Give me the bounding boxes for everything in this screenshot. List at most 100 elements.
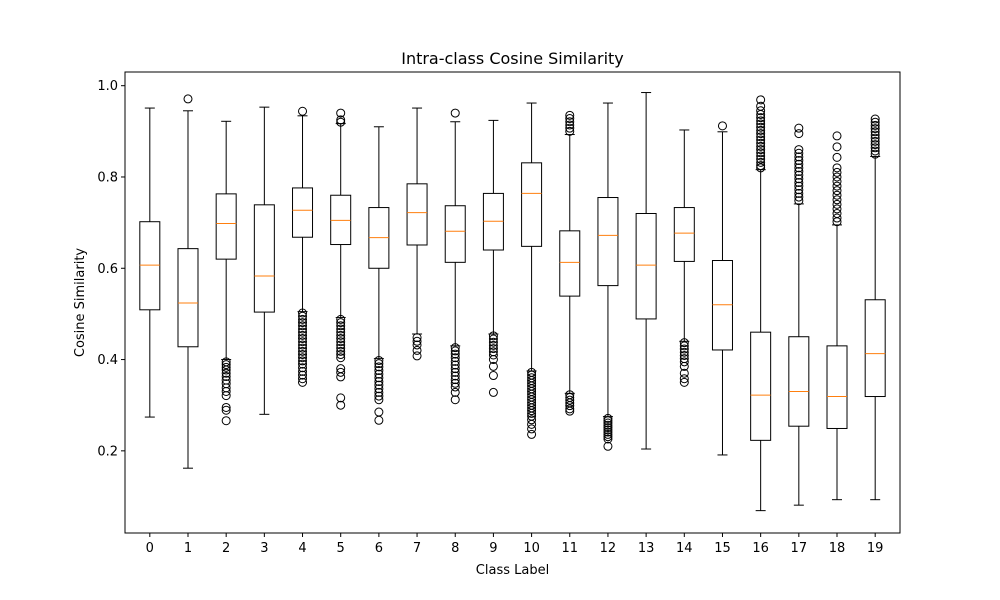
- y-tick-label: 0.2: [97, 444, 118, 459]
- outlier-point: [298, 106, 308, 116]
- outlier-point: [183, 94, 193, 104]
- outlier-point: [603, 413, 613, 423]
- outlier-point: [336, 372, 346, 382]
- outlier-point: [679, 361, 689, 371]
- outlier-point: [794, 156, 804, 166]
- x-tick-label: 1: [184, 541, 192, 556]
- outlier-point: [832, 172, 842, 182]
- outlier-point: [565, 123, 575, 133]
- iqr-box: [292, 187, 314, 238]
- outlier-point: [832, 199, 842, 209]
- outlier-point: [603, 429, 613, 439]
- outlier-point: [603, 416, 613, 426]
- outlier-point: [298, 334, 308, 344]
- x-tick-label: 15: [714, 541, 731, 556]
- outlier-point: [488, 350, 498, 360]
- outlier-point: [450, 367, 460, 377]
- outlier-point: [374, 395, 384, 405]
- outlier-point: [565, 126, 575, 136]
- outlier-point: [412, 333, 422, 343]
- outlier-point: [374, 384, 384, 394]
- iqr-box: [750, 331, 772, 441]
- box-class-11: [559, 110, 581, 416]
- outlier-point: [794, 170, 804, 180]
- iqr-box: [559, 230, 581, 297]
- outlier-point: [450, 382, 460, 392]
- outlier-point: [450, 343, 460, 353]
- outlier-point: [221, 368, 231, 378]
- outlier-point: [336, 108, 346, 118]
- outlier-point: [756, 145, 766, 155]
- outlier-point: [870, 136, 880, 146]
- outlier-point: [565, 110, 575, 120]
- outlier-point: [870, 143, 880, 153]
- outlier-point: [298, 356, 308, 366]
- outlier-point: [221, 360, 231, 370]
- outlier-point: [603, 418, 613, 428]
- outlier-point: [336, 343, 346, 353]
- box-class-15: [711, 121, 733, 456]
- outlier-point: [298, 324, 308, 334]
- outlier-point: [832, 204, 842, 214]
- outlier-point: [336, 314, 346, 324]
- outlier-point: [488, 334, 498, 344]
- x-tick-label: 2: [222, 541, 230, 556]
- outlier-point: [221, 365, 231, 375]
- x-tick-label: 17: [791, 541, 808, 556]
- outlier-point: [870, 146, 880, 156]
- outlier-point: [603, 432, 613, 442]
- box-class-7: [406, 107, 428, 361]
- outlier-point: [603, 420, 613, 430]
- outlier-point: [336, 337, 346, 347]
- outlier-point: [412, 336, 422, 346]
- outlier-point: [298, 308, 308, 318]
- outlier-point: [794, 159, 804, 169]
- outlier-point: [488, 344, 498, 354]
- outlier-point: [527, 419, 537, 429]
- x-tick-label: 0: [146, 541, 154, 556]
- x-axis: 0 1 2 3 4 5 6 7 8 9 10 11 12 13 14 15 16 17 18 19: [146, 533, 883, 556]
- outlier-point: [336, 318, 346, 328]
- outlier-point: [756, 138, 766, 148]
- outlier-point: [679, 347, 689, 357]
- outlier-point: [336, 393, 346, 403]
- outlier-point: [756, 129, 766, 139]
- x-tick-label: 10: [523, 541, 540, 556]
- y-tick-label: 0.6: [97, 262, 118, 277]
- outlier-point: [336, 340, 346, 350]
- outlier-point: [298, 353, 308, 363]
- outlier-point: [756, 119, 766, 129]
- outlier-point: [794, 196, 804, 206]
- outlier-point: [374, 415, 384, 425]
- outlier-point: [870, 140, 880, 150]
- box-class-17: [788, 123, 810, 506]
- iqr-box: [444, 205, 466, 263]
- box-class-2: [215, 120, 237, 426]
- outlier-point: [794, 129, 804, 139]
- outlier-point: [488, 387, 498, 397]
- outlier-point: [794, 145, 804, 155]
- iqr-box: [635, 212, 657, 320]
- iqr-box: [139, 221, 161, 311]
- outlier-point: [221, 391, 231, 401]
- outlier-point: [450, 356, 460, 366]
- outlier-point: [756, 109, 766, 119]
- outlier-point: [336, 400, 346, 410]
- outlier-point: [221, 402, 231, 412]
- outlier-point: [794, 152, 804, 162]
- iqr-box: [253, 204, 275, 313]
- outlier-point: [870, 127, 880, 137]
- outlier-point: [336, 367, 346, 377]
- outlier-point: [298, 311, 308, 321]
- outlier-point: [870, 124, 880, 134]
- x-tick-label: 6: [375, 541, 383, 556]
- iqr-box: [788, 336, 810, 427]
- outlier-point: [565, 117, 575, 127]
- chart-marks: [139, 92, 886, 512]
- box-class-8: [444, 108, 466, 405]
- outlier-point: [374, 387, 384, 397]
- outlier-point: [794, 185, 804, 195]
- outlier-point: [679, 341, 689, 351]
- x-tick-label: 13: [638, 541, 655, 556]
- outlier-point: [794, 167, 804, 177]
